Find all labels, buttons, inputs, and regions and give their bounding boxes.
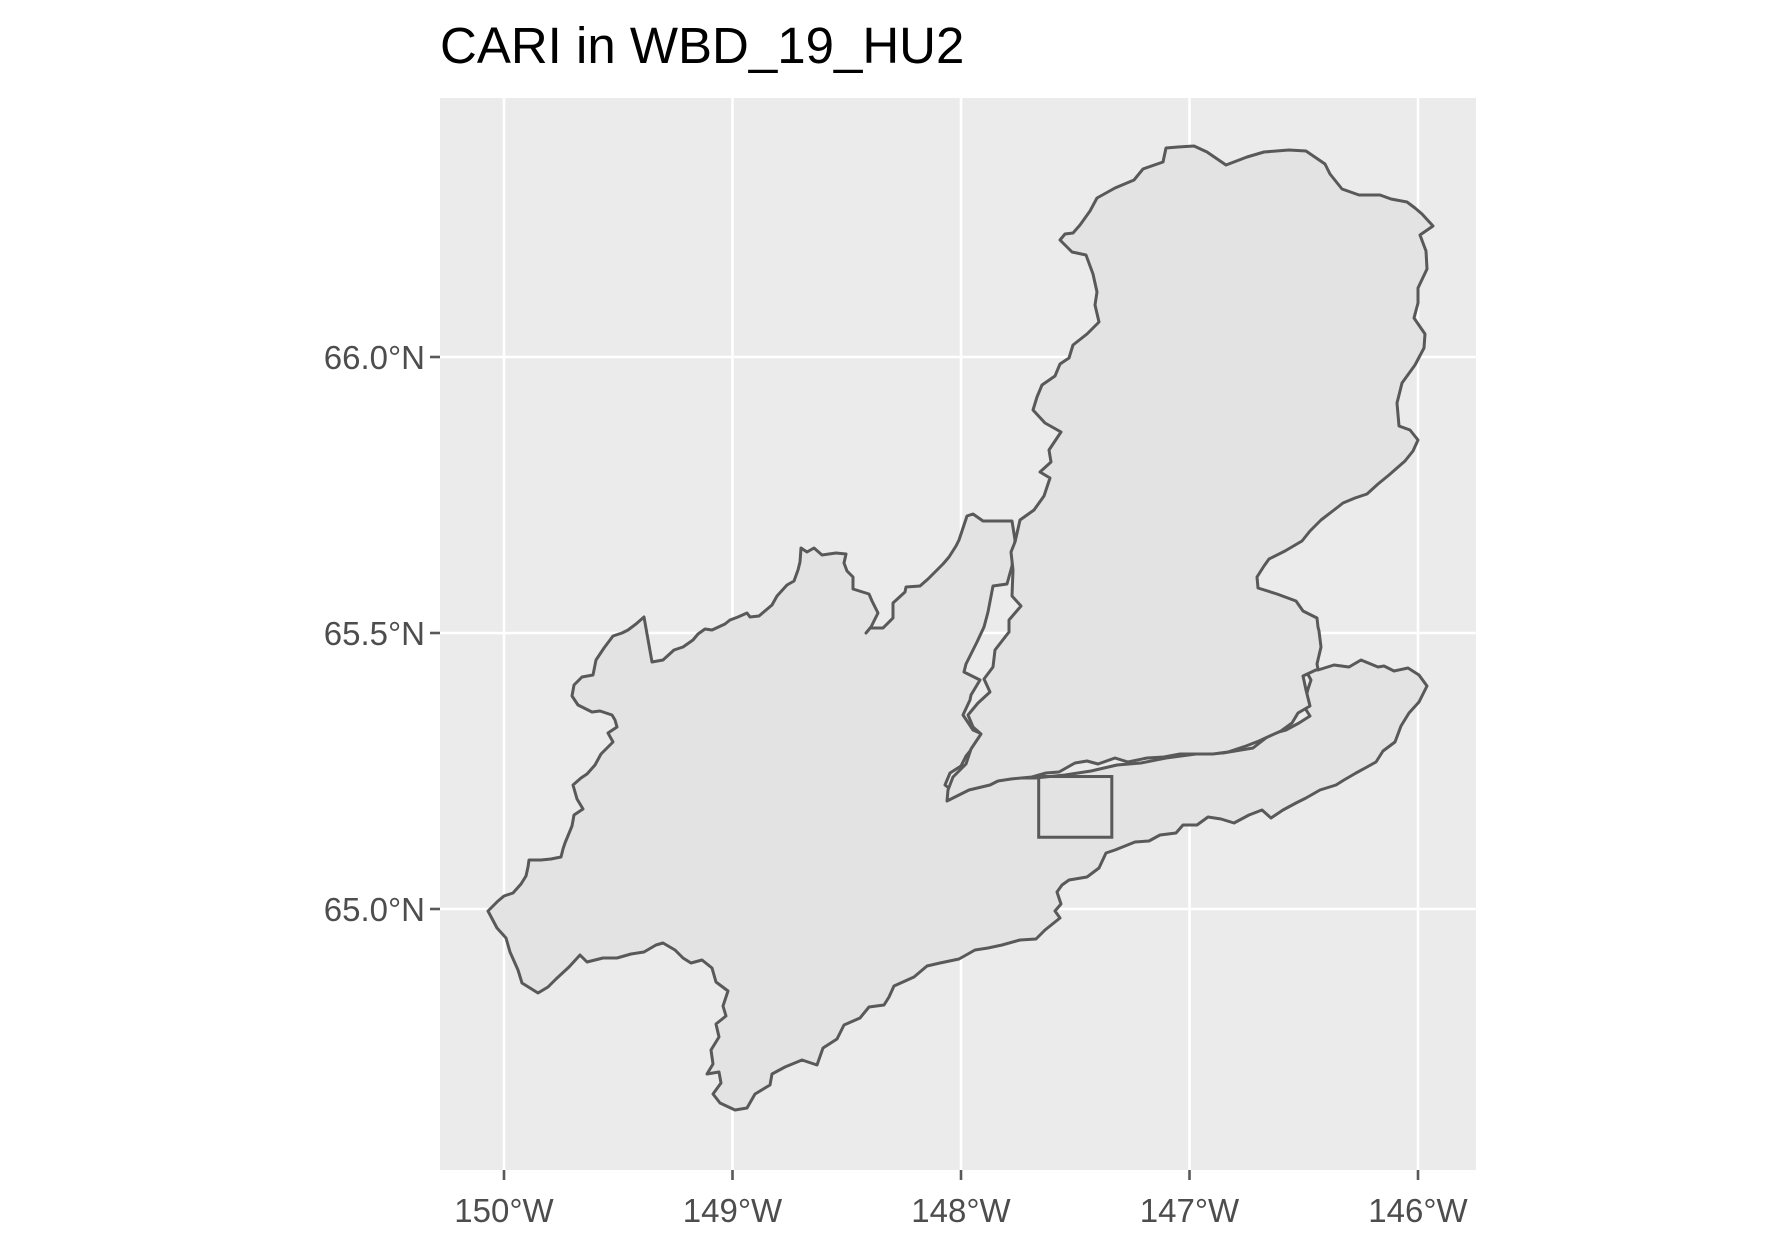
y-axis-labels: 65.0°N 65.5°N 66.0°N: [324, 339, 425, 928]
x-axis-labels: 150°W 149°W 148°W 147°W 146°W: [454, 1192, 1468, 1229]
map-title: CARI in WBD_19_HU2: [440, 17, 964, 74]
x-tick-label: 150°W: [454, 1192, 554, 1229]
site-marker-rectangle: [1037, 775, 1114, 839]
watershed-region-lower: [486, 512, 1429, 1112]
y-tick-label: 65.0°N: [324, 891, 425, 928]
x-tick-label: 149°W: [683, 1192, 783, 1229]
y-tick-label: 66.0°N: [324, 339, 425, 376]
watershed-regions: [486, 144, 1435, 1112]
x-tick-label: 148°W: [911, 1192, 1011, 1229]
axis-ticks: [430, 355, 1420, 1180]
x-tick-label: 146°W: [1368, 1192, 1468, 1229]
x-tick-label: 147°W: [1140, 1192, 1240, 1229]
watershed-region-upper: [945, 144, 1435, 803]
y-tick-label: 65.5°N: [324, 615, 425, 652]
